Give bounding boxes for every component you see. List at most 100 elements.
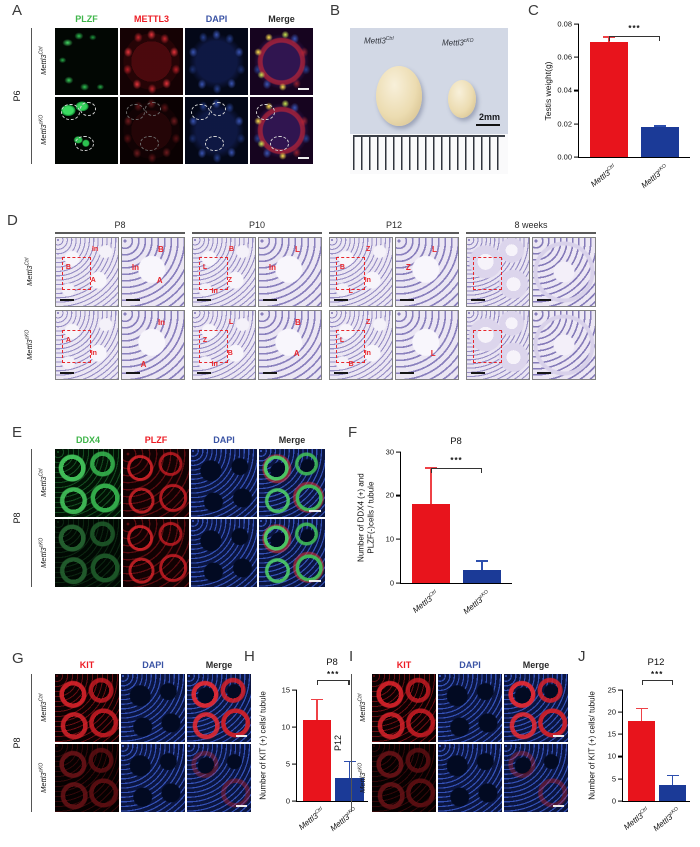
chart-ddx4-plzf-cells: 0 10 20 30 *** [386,447,512,587]
panel-j-label: J [578,648,586,665]
scale-text: 2mm [478,112,500,122]
panel-i-label: I [349,648,354,665]
scale-bar [126,372,140,375]
histology-cko-p12-low: Z L In B [329,310,393,380]
y-tick-label: 0.00 [557,152,572,162]
significance-bracket [430,467,483,473]
y-tick-label: 10 [281,722,290,732]
chart-kit-cells-p12: 0 5 10 15 20 25 *** [608,670,690,805]
row-label-mettl3-ctrl: Mettl3Ctrl [38,468,48,497]
micrograph-e-cko-dapi [191,519,257,587]
significance-stars: *** [628,24,641,33]
y-tick-label: 15 [281,685,290,695]
micrograph-i-cko-kit [372,744,436,812]
cell-type-label: In [211,288,218,296]
histology-cko-p10-high: B A [258,310,322,380]
scale-bar [537,372,551,375]
bar-mettl3-ctrl [628,721,656,801]
micrograph-a-ctrl-merge [250,28,313,95]
cell-outline [145,102,162,117]
histology-cko-p8-low: A In [55,310,119,380]
f-y-axis-label: Number of DDX4 (+) and PLZF(-)cells / tu… [356,443,375,593]
scale-bar [60,372,74,375]
c-y-axis-label: Testis weight(g) [543,61,553,121]
y-tick-label: 0 [611,796,616,806]
micrograph-i-cko-merge [504,744,568,812]
y-tick-label: 0.04 [557,85,572,95]
cell-outline [80,102,97,117]
cell-type-label: Z [405,262,411,272]
y-tick-label: 25 [607,685,616,695]
inset-box [199,330,229,364]
micrograph-a-cko-merge [250,97,313,164]
j-chart-title: P12 [647,657,665,668]
panel-c-label: C [528,2,539,19]
histology-cko-p12-high: L [395,310,459,380]
y-tick-label: 0.08 [557,19,572,29]
scale-bar [235,805,248,808]
significance-stars: *** [327,670,340,679]
error-bar-ctrl [635,707,648,722]
error-bar-ctrl [310,698,323,720]
scale-bar [471,299,485,302]
cell-type-label: L [348,288,353,296]
channel-header-kit: KIT [396,660,412,670]
inset-box [473,257,503,291]
micrograph-g-ctrl-kit [55,674,119,742]
cell-type-label: Z [365,319,371,327]
scale-bar [297,88,310,91]
channel-header-kit: KIT [79,660,95,670]
error-bar-cko [654,125,667,128]
panel-a-label: A [12,2,23,19]
divider-line [31,449,32,587]
significance-bracket [608,35,661,41]
scale-bar [334,372,348,375]
cell-type-label: Z [202,336,208,344]
h-y-axis-label: Number of KIT (+) cells/ tubule [258,691,268,800]
channel-header-dapi: DAPI [205,14,228,24]
cell-type-label: B [228,246,235,254]
j-plot-area: 0 5 10 15 20 25 *** [608,670,690,805]
scale-bar [476,124,500,126]
cell-type-label: In [157,318,166,328]
cell-outline [205,135,224,152]
histology-ctrl-p10-low: B L Z In [192,237,256,307]
c-x-label-ctrl: Mettl3Ctrl [589,163,616,189]
cell-outline [256,103,275,121]
panel-b-label: B [330,2,341,19]
bar-mettl3-ctrl [412,504,450,583]
bar-mettl3-cko [659,785,686,801]
cell-type-label: A [140,360,147,370]
scale-bar [235,735,248,738]
scale-bar [309,510,322,513]
channel-header-mettl3: METTL3 [134,14,169,24]
y-tick-label: 20 [385,491,394,501]
row-label-mettl3-cko: Mettl3cKO [38,762,48,793]
cell-type-label: In [268,262,277,272]
scale-bar [471,372,485,375]
cell-outline [210,102,227,117]
micrograph-e-ctrl-plzf [123,449,189,517]
channel-header-merge: Merge [268,14,295,24]
cell-type-label: L [339,336,345,344]
error-bar-cko [476,560,489,570]
micrograph-e-cko-ddx4 [55,519,121,587]
testis-photo: Mettl3Ctrl Mettl3cKO 2mm [350,28,508,174]
cell-type-label: Z [365,246,371,254]
cell-type-label: L [294,245,300,255]
cell-outline [61,103,80,121]
divider-line [31,674,32,812]
y-tick-label: 5 [611,774,616,784]
specimen-label-ctrl: Mettl3Ctrl [364,36,394,46]
y-tick-label: 0 [389,578,394,588]
channel-header-ddx4: DDX4 [75,435,100,445]
micrograph-i-ctrl-dapi [438,674,502,742]
row-label-mettl3-ctrl: Mettl3Ctrl [357,693,367,722]
cell-type-label: L [228,319,234,327]
cell-type-label: In [90,350,97,358]
row-label-mettl3-cko: Mettl3cKO [357,762,367,793]
channel-header-merge: Merge [522,660,550,670]
age-group-header-p12: P12 [385,220,402,230]
cell-outline [140,135,159,152]
micrograph-a-ctrl-dapi [185,28,248,95]
